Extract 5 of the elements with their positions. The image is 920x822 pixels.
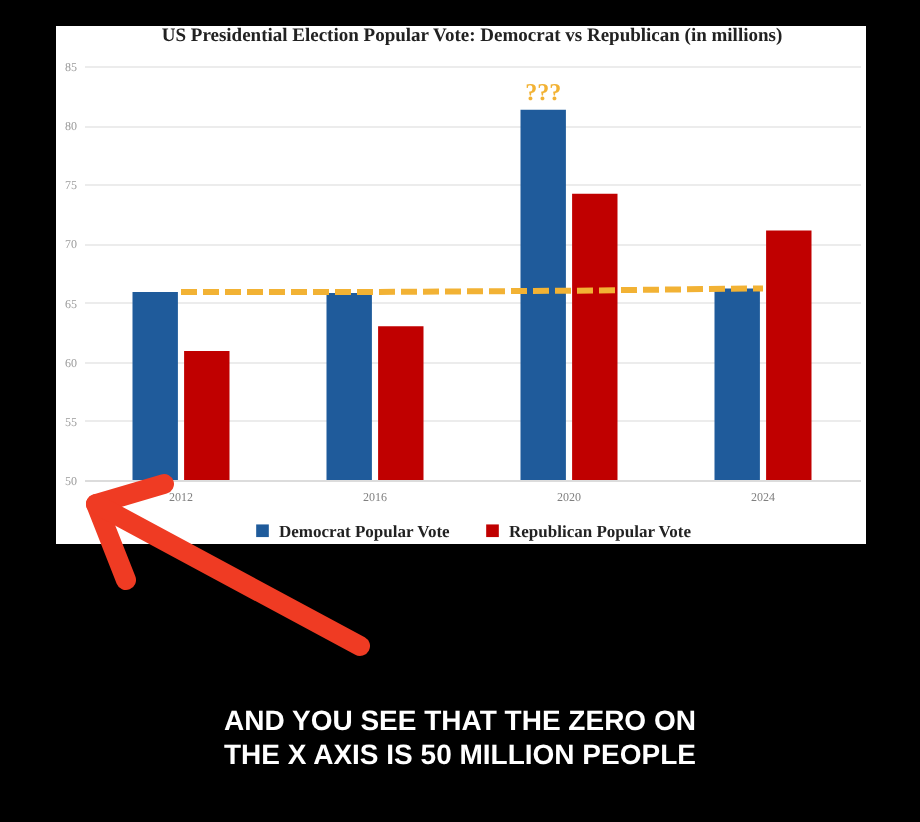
legend-label: Republican Popular Vote — [509, 520, 692, 541]
text: AND YOU SEE THAT THE ZERO ON THE X AXIS IS 50 MILLION PEOPLE — [222, 704, 698, 772]
annotation: ??? — [525, 77, 562, 106]
legend-label: Democrat Popular Vote — [279, 520, 451, 541]
chart-title: US Presidential Election Popular Vote: Democrat vs Republican (in millions) — [161, 27, 783, 47]
